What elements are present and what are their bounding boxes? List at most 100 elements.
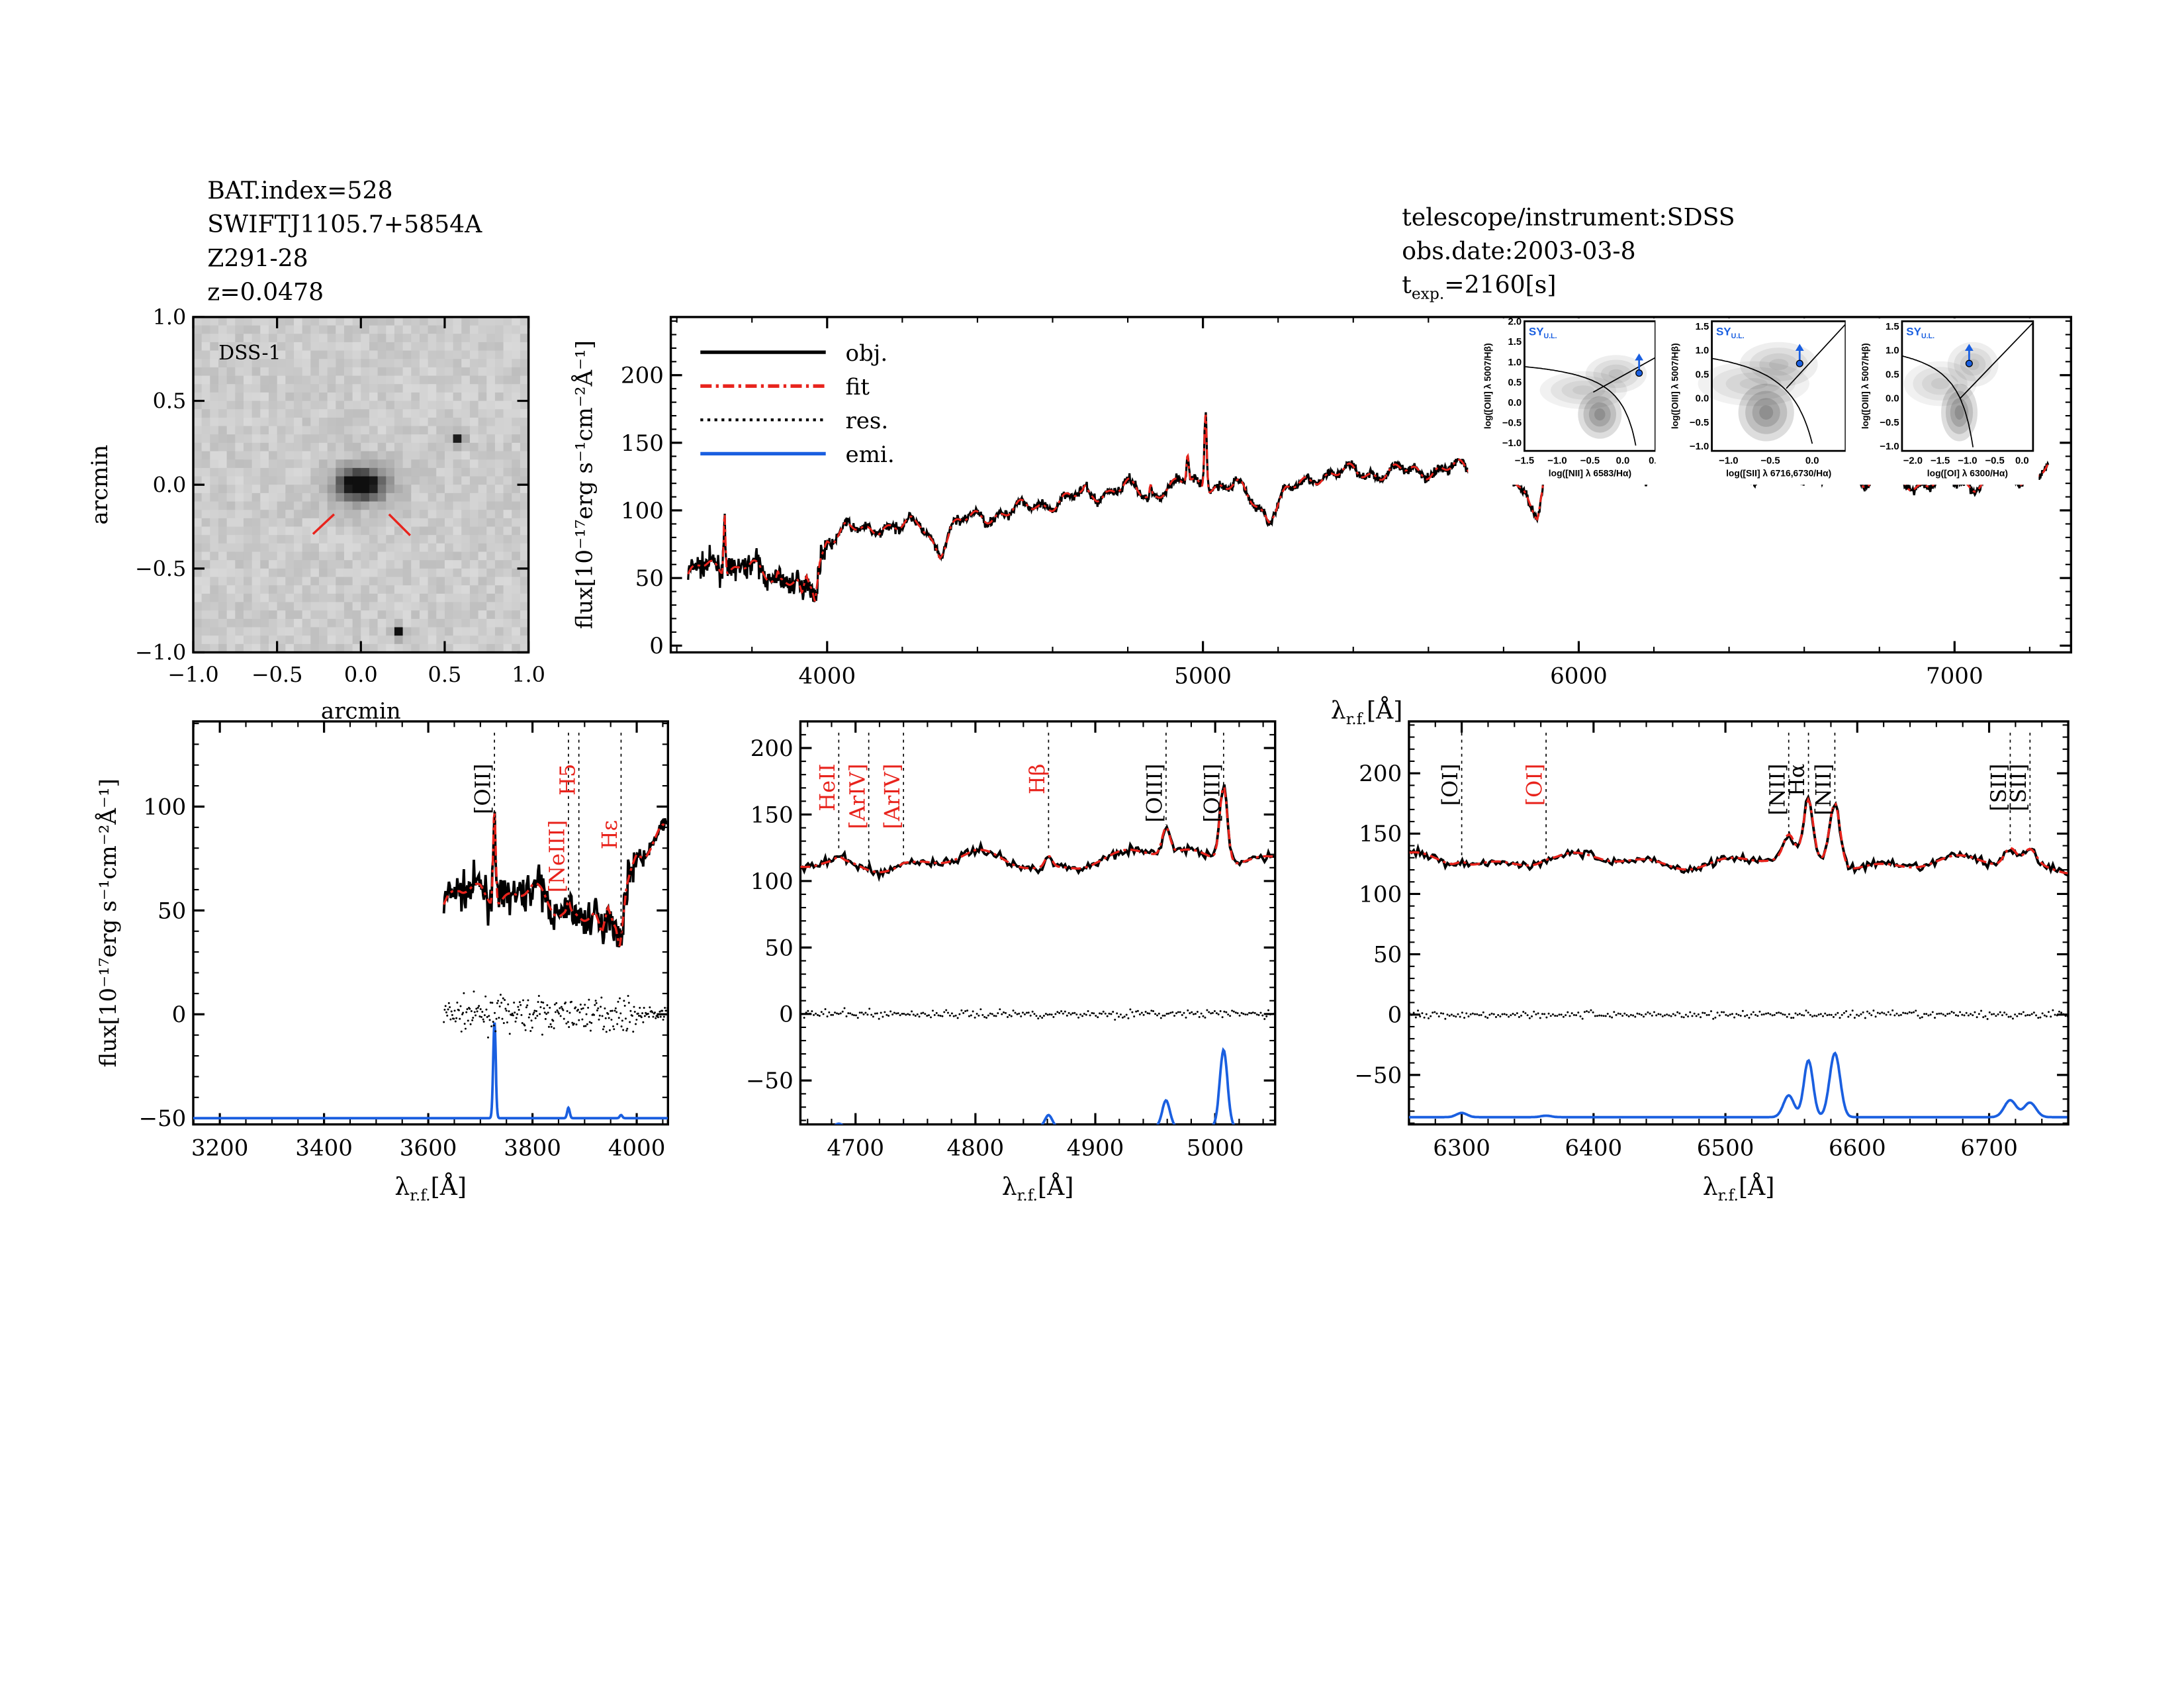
image-pixel — [436, 627, 445, 636]
image-pixel — [503, 526, 512, 536]
residual-point — [1175, 1012, 1177, 1015]
image-pixel — [361, 316, 370, 326]
image-pixel — [386, 476, 395, 485]
image-pixel — [402, 476, 412, 485]
residual-point — [523, 1024, 526, 1027]
image-pixel — [419, 602, 429, 611]
image-pixel — [411, 510, 420, 519]
residual-point — [515, 1017, 518, 1019]
image-pixel — [428, 492, 437, 502]
x-tick-label: 1.0 — [512, 662, 545, 687]
image-pixel — [226, 426, 236, 435]
image-pixel — [343, 602, 353, 611]
image-pixel — [260, 551, 269, 561]
residual-point — [1655, 1014, 1658, 1017]
image-pixel — [193, 568, 203, 578]
image-pixel — [512, 593, 521, 603]
image-pixel — [352, 635, 361, 645]
residual-point — [1058, 1011, 1061, 1014]
residual-point — [820, 1011, 823, 1013]
residual-point — [478, 1005, 480, 1008]
image-pixel — [235, 325, 244, 334]
residual-point — [1497, 1013, 1500, 1016]
image-pixel — [251, 417, 261, 427]
residual-point — [1815, 1015, 1818, 1017]
residual-point — [1913, 1011, 1915, 1013]
residual-point — [610, 1018, 613, 1021]
residual-point — [1942, 1013, 1944, 1016]
image-pixel — [453, 618, 462, 628]
demarcation-curve — [1901, 355, 1974, 447]
image-pixel — [251, 577, 261, 586]
image-pixel — [444, 434, 454, 444]
density-contour — [1913, 367, 1968, 400]
residual-point — [1417, 1009, 1420, 1012]
image-pixel — [436, 350, 445, 359]
residual-point — [1131, 1011, 1134, 1013]
image-pixel — [478, 501, 487, 510]
image-pixel — [453, 568, 462, 578]
image-pixel — [394, 359, 404, 368]
image-pixel — [377, 476, 387, 485]
image-pixel — [453, 560, 462, 569]
residual-point — [508, 1033, 511, 1035]
image-pixel — [210, 467, 219, 477]
image-pixel — [277, 593, 286, 603]
x-tick-label: 0.0 — [2015, 455, 2029, 466]
image-pixel — [419, 426, 429, 435]
image-pixel — [268, 568, 278, 578]
image-pixel — [336, 350, 345, 359]
image-pixel — [461, 602, 471, 611]
x-tick-label: 3200 — [191, 1135, 249, 1161]
residual-point — [1786, 1015, 1788, 1018]
residual-point — [954, 1014, 957, 1017]
residual-point — [1963, 1014, 1966, 1017]
image-pixel — [210, 409, 219, 418]
image-pixel — [285, 359, 295, 368]
image-pixel — [444, 526, 454, 536]
image-pixel — [268, 384, 278, 393]
image-pixel — [251, 560, 261, 569]
image-pixel — [193, 526, 203, 536]
image-pixel — [226, 635, 236, 645]
y-tick-label: −0.5 — [1690, 418, 1709, 428]
image-pixel — [428, 451, 437, 460]
image-pixel — [469, 593, 479, 603]
residual-point — [490, 1025, 493, 1027]
image-pixel — [494, 568, 504, 578]
density-contour — [1960, 353, 1986, 376]
image-pixel — [436, 577, 445, 586]
residual-point — [1265, 1015, 1268, 1017]
image-pixel — [453, 350, 462, 359]
residual-point — [830, 1013, 833, 1016]
residual-point — [635, 1023, 637, 1025]
image-pixel — [251, 551, 261, 561]
image-pixel — [436, 535, 445, 544]
image-pixel — [369, 476, 379, 485]
image-pixel — [226, 593, 236, 603]
image-pixel — [411, 392, 420, 402]
residual-point — [2052, 1009, 2054, 1011]
image-pixel — [277, 384, 286, 393]
image-pixel — [486, 618, 496, 628]
residual-point — [608, 1017, 610, 1019]
image-pixel — [201, 526, 210, 536]
residual-point — [931, 1009, 934, 1012]
image-pixel — [369, 492, 379, 502]
image-pixel — [302, 350, 311, 359]
residual-point — [449, 1018, 452, 1021]
image-pixel — [469, 442, 479, 452]
residual-point — [966, 1009, 969, 1012]
image-pixel — [277, 342, 286, 352]
image-pixel — [218, 375, 228, 385]
image-pixel — [226, 585, 236, 594]
marker-line — [388, 513, 411, 537]
image-pixel — [343, 485, 353, 494]
image-pixel — [235, 492, 244, 502]
image-pixel — [193, 560, 203, 569]
residual-point — [494, 1011, 496, 1014]
residual-point — [1185, 1016, 1187, 1019]
residual-point — [1961, 1013, 1964, 1016]
image-pixel — [310, 325, 320, 334]
image-pixel — [327, 367, 336, 377]
